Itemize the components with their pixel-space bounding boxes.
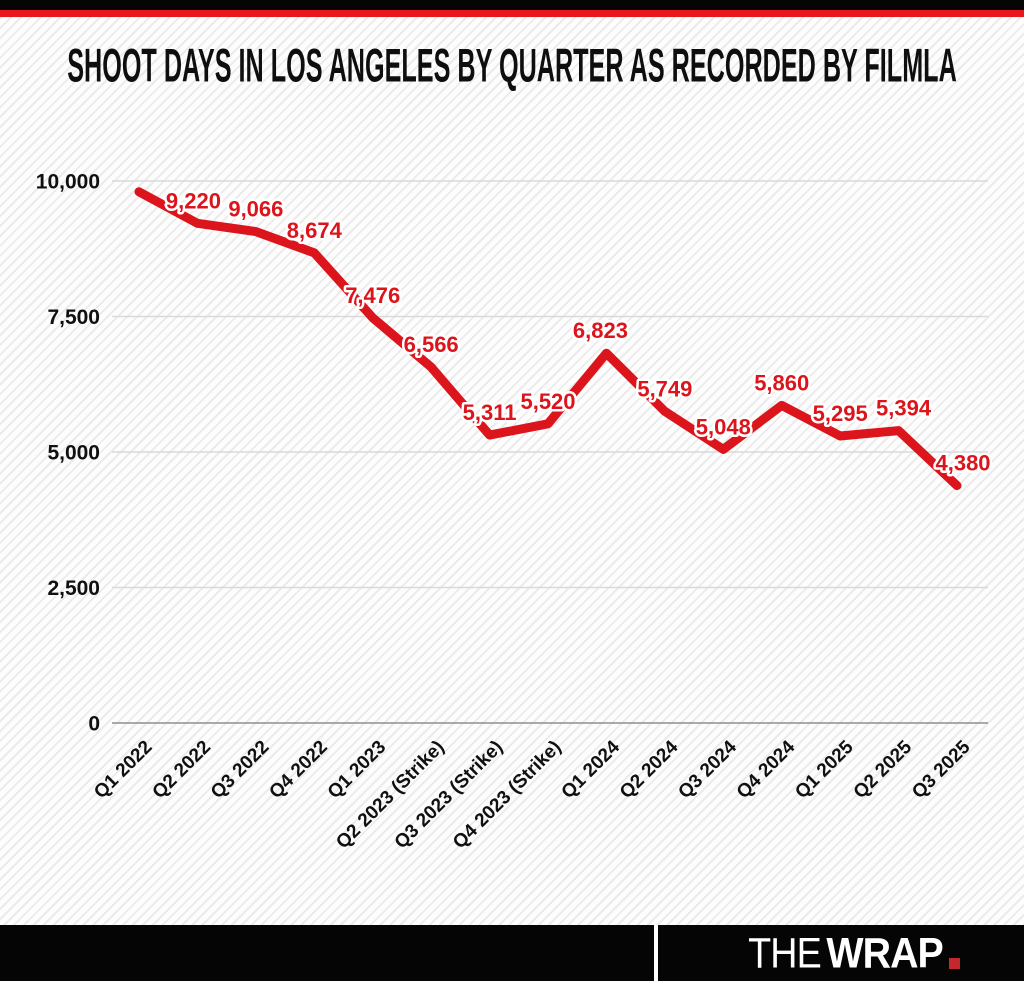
y-axis-tick-label: 0 [88,713,100,736]
y-axis-tick-label: 5,000 [47,442,100,465]
logo-divider [654,925,658,981]
y-axis-tick-label: 7,500 [47,306,100,329]
x-axis-tick-label: Q3 2024 [674,736,741,803]
top-black-bar [0,0,1024,10]
x-axis-tick-label: Q3 2023 (Strike) [391,737,507,853]
x-axis-tick-label: Q2 2023 (Strike) [332,737,448,853]
data-point-label: 9,220 [166,188,221,213]
logo-wrap-text: WRAP [826,928,943,977]
logo-dot-icon [949,957,960,969]
data-point-label: 7,476 [345,283,400,308]
data-point-label: 8,674 [287,218,343,243]
x-axis-tick-label: Q2 2022 [149,737,215,803]
data-point-label: 5,749 [637,376,692,401]
title-container: SHOOT DAYS IN LOS ANGELES BY QUARTER AS … [0,39,1024,92]
page-title: SHOOT DAYS IN LOS ANGELES BY QUARTER AS … [67,39,957,92]
data-point-label: 5,048 [696,414,751,439]
data-point-label: 5,520 [520,389,575,414]
data-point-label: 5,295 [813,401,868,426]
data-point-label: 5,860 [754,370,809,395]
data-point-label: 5,311 [463,400,517,425]
x-axis-tick-label: Q4 2024 [733,736,800,803]
x-axis-tick-label: Q2 2025 [850,736,917,803]
data-line-series [134,187,962,491]
x-axis-tick-label: Q3 2022 [207,737,273,803]
data-point-label: 4,380 [935,451,990,476]
top-red-stripe [0,10,1024,17]
y-axis-tick-label: 10,000 [36,171,100,194]
x-axis-tick-label: Q4 2022 [265,737,331,803]
logo-the-text: THE [747,928,822,977]
x-axis-tick-label: Q2 2024 [616,736,683,803]
x-axis-tick-label: Q1 2025 [791,736,858,803]
x-axis-tick-label: Q3 2025 [908,736,975,803]
thewrap-logo: THE WRAP [745,925,960,981]
data-point-label: 9,066 [228,197,283,222]
x-axis-tick-label: Q1 2024 [558,736,625,803]
x-axis-tick-label: Q4 2023 (Strike) [449,737,565,853]
y-axis-tick-label: 2,500 [47,577,100,600]
data-point-label: 6,566 [404,332,459,357]
data-point-label: 5,394 [876,396,932,421]
x-axis-tick-label: Q1 2022 [90,737,156,803]
bottom-black-bar: THE WRAP [0,925,1024,981]
data-point-label: 6,823 [573,318,628,343]
